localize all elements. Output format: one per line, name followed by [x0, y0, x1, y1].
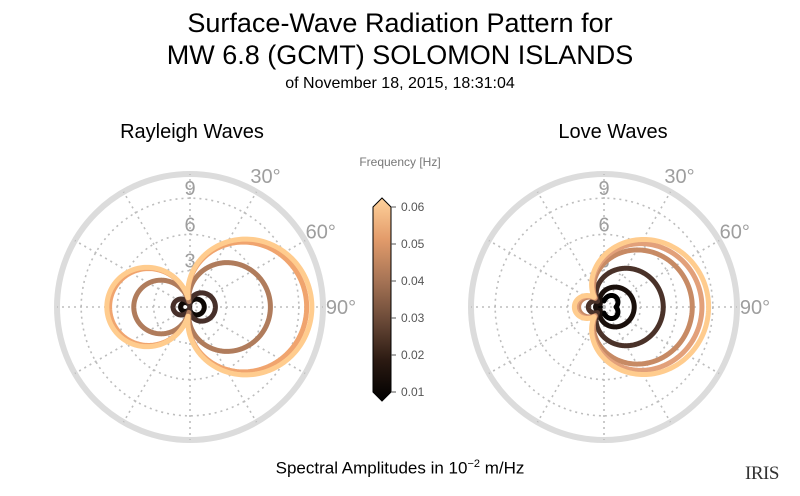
- chart-title-line1: Surface-Wave Radiation Pattern for: [187, 8, 613, 38]
- love-title: Love Waves: [558, 121, 668, 143]
- love-grid-spoke-300: [488, 239, 605, 308]
- rayleigh-angle-label-30: 30°: [250, 166, 280, 188]
- footer-units: Spectral Amplitudes in 10−2 m/Hz: [275, 458, 525, 478]
- colorbar-bar: [372, 197, 392, 402]
- love-radial-label-9: 9: [598, 178, 609, 200]
- colorbar-tick-label-4: 0.05: [401, 237, 425, 251]
- love-angle-label-60: 60°: [720, 222, 750, 244]
- rayleigh-title: Rayleigh Waves: [120, 121, 264, 143]
- chart-title-line2: MW 6.8 (GCMT) SOLOMON ISLANDS: [166, 40, 634, 70]
- love-grid-spoke-240: [488, 306, 605, 375]
- rayleigh-radial-label-6: 6: [184, 214, 195, 236]
- rayleigh-grid-spoke-210: [122, 306, 191, 423]
- love-grid-spoke-60: [603, 239, 720, 308]
- colorbar-tick-label-2: 0.03: [401, 311, 425, 325]
- love-grid-spoke-120: [603, 306, 720, 375]
- rayleigh-grid-spoke-120: [189, 306, 306, 375]
- rayleigh-series-4: [104, 236, 315, 378]
- rayleigh-grid-spoke-150: [189, 306, 258, 423]
- iris-logo: IRIS: [745, 463, 779, 484]
- rayleigh-grid-spoke-330: [122, 191, 191, 308]
- colorbar-tick-label-5: 0.06: [401, 200, 425, 214]
- rayleigh-grid-spoke-60: [189, 239, 306, 308]
- love-grid-spoke-210: [536, 306, 605, 423]
- love-grid-spoke-330: [536, 191, 605, 308]
- love-series-1: [593, 284, 637, 330]
- love-series-2: [585, 265, 666, 349]
- colorbar-tick-label-3: 0.04: [401, 274, 425, 288]
- love-radial-label-6: 6: [598, 214, 609, 236]
- love-angle-label-30: 30°: [664, 166, 694, 188]
- rayleigh-angle-label-90: 90°: [326, 297, 356, 319]
- rayleigh-grid-spoke-30: [189, 191, 258, 308]
- rayleigh-angle-label-60: 60°: [306, 222, 336, 244]
- colorbar-tick-label-1: 0.02: [401, 348, 425, 362]
- love-angle-label-90: 90°: [740, 297, 770, 319]
- colorbar-title: Frequency [Hz]: [359, 155, 440, 169]
- colorbar-tick-label-0: 0.01: [401, 385, 425, 399]
- rayleigh-radial-label-9: 9: [184, 178, 195, 200]
- rayleigh-radial-label-3: 3: [184, 251, 195, 273]
- love-series-5: [571, 236, 712, 378]
- chart-subtitle: of November 18, 2015, 18:31:04: [285, 75, 515, 92]
